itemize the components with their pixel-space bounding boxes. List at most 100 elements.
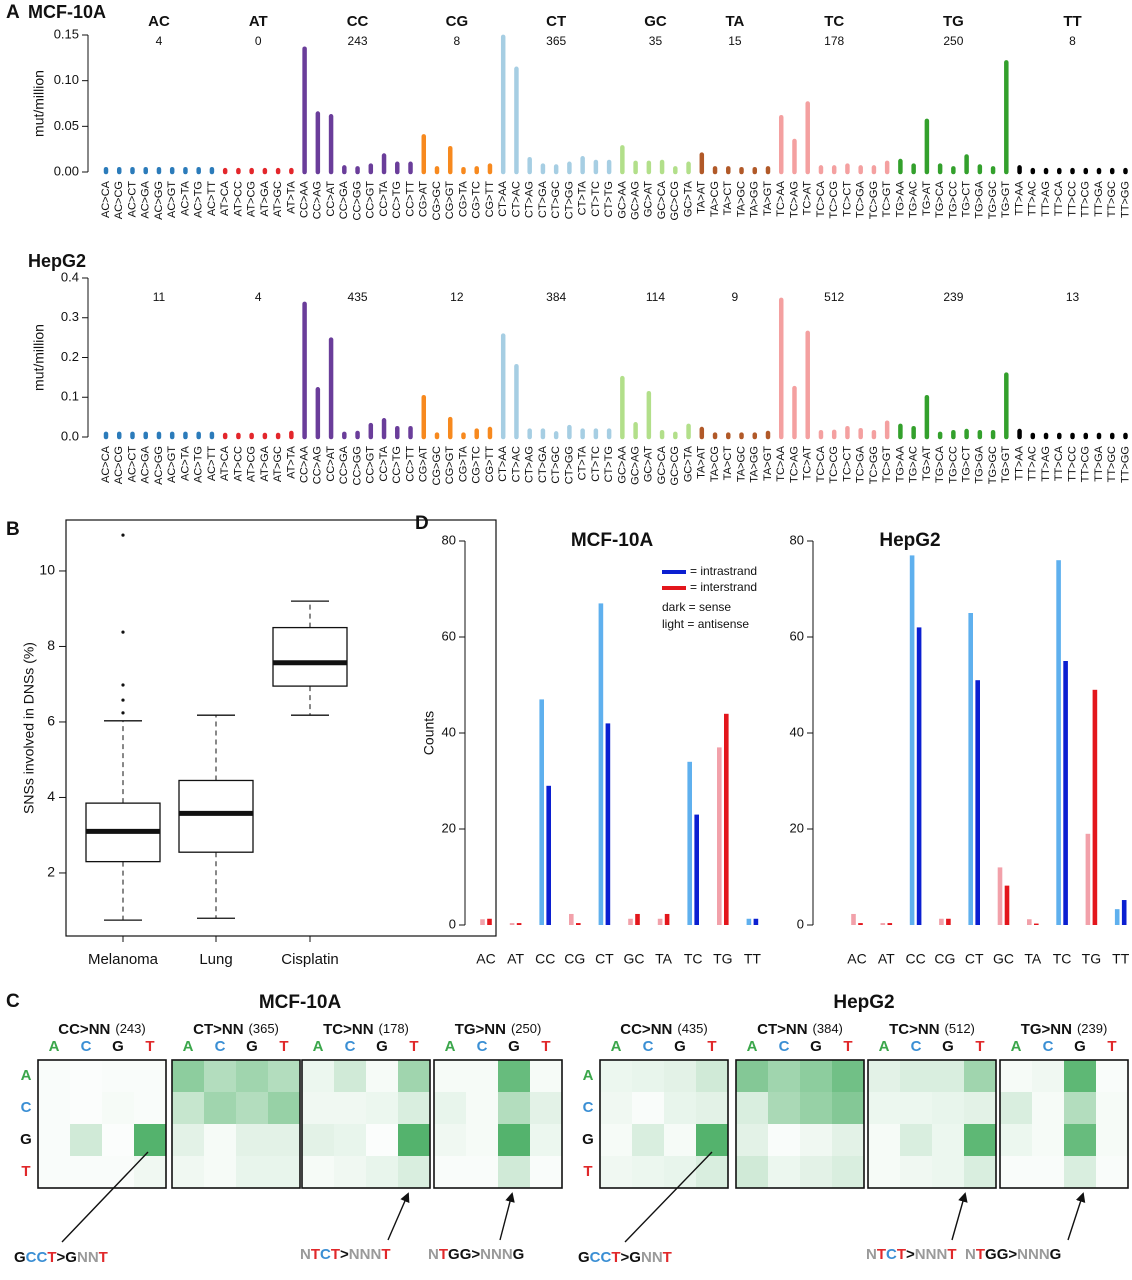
- letter: C: [779, 1038, 790, 1055]
- letter: C: [21, 1099, 32, 1116]
- letter: C: [601, 1249, 612, 1266]
- x-tick-label: AC>CG: [113, 446, 125, 484]
- heat-cell: [498, 1092, 530, 1124]
- x-tick-label: TC>GG: [868, 446, 880, 484]
- heat-cell: [530, 1092, 562, 1124]
- letter: >: [906, 1246, 915, 1263]
- legend-note: light = antisense: [662, 617, 749, 631]
- row-label: C: [21, 1099, 32, 1116]
- heat-cell: [1096, 1124, 1128, 1156]
- heat-cell: [632, 1156, 664, 1188]
- x-tick-label: CT>AA: [497, 180, 509, 216]
- heat-cell: [204, 1124, 236, 1156]
- x-tick-label: CT>TC: [590, 181, 602, 217]
- group-count: 250: [943, 34, 963, 48]
- x-tick-label: CT>GA: [537, 445, 549, 483]
- x-tick-label: GC>CG: [669, 181, 681, 220]
- y-tick-label: 2: [47, 864, 55, 880]
- heat-cell: [236, 1060, 268, 1092]
- heat-cell: [832, 1092, 864, 1124]
- heat-cell: [964, 1092, 996, 1124]
- heat-cell: [600, 1156, 632, 1188]
- x-tick-label: TG: [1082, 951, 1101, 967]
- x-tick-label: AT>CG: [246, 446, 258, 482]
- bar: [1027, 919, 1032, 925]
- panel-title: CT>NN (365): [193, 1021, 279, 1038]
- heat-cell: [236, 1156, 268, 1188]
- heat-cell: [268, 1092, 300, 1124]
- y-tick-label: 8: [47, 637, 55, 653]
- letter: T: [947, 1246, 956, 1263]
- heat-cell: [1096, 1156, 1128, 1188]
- outlier: [121, 683, 125, 687]
- panel-letter: B: [6, 519, 20, 540]
- x-tick-label: CG>AT: [418, 181, 430, 217]
- letter: A: [445, 1038, 456, 1055]
- heat-cell: [832, 1156, 864, 1188]
- heat-cell: [334, 1156, 366, 1188]
- letter: N: [88, 1249, 99, 1266]
- x-tick-label: TC>GT: [881, 446, 893, 483]
- heat-cell: [268, 1156, 300, 1188]
- bar: [753, 918, 759, 925]
- x-tick-label: CG>TC: [471, 181, 483, 219]
- group-count: 8: [1069, 34, 1076, 48]
- heat-cell: [70, 1092, 102, 1124]
- letter: N: [866, 1246, 877, 1263]
- annotation-pointer: [387, 1192, 410, 1241]
- x-tick-label: AC>CT: [126, 181, 138, 218]
- y-tick-label: 0.15: [54, 26, 79, 41]
- x-tick-label: CT>TA: [577, 445, 589, 480]
- x-tick-label: TA: [1024, 951, 1042, 967]
- x-tick-label: TT: [1112, 951, 1130, 967]
- x-tick-label: TT: [744, 951, 762, 967]
- x-tick-label: TG>AT: [921, 181, 933, 216]
- column-label: C: [779, 1038, 790, 1055]
- letter: G: [985, 1246, 997, 1263]
- x-tick-label: TC>GA: [855, 445, 867, 483]
- row-label: A: [21, 1067, 32, 1084]
- x-tick-label: CC>GA: [338, 445, 350, 484]
- y-axis-label: mut/million: [31, 70, 47, 137]
- column-label: C: [477, 1038, 488, 1055]
- x-tick-label: CC>AG: [312, 446, 324, 484]
- letter: G: [1074, 1038, 1086, 1055]
- letter: G: [629, 1249, 641, 1266]
- heat-cell: [632, 1060, 664, 1092]
- column-label: A: [445, 1038, 456, 1055]
- x-tick-label: TG>CT: [961, 181, 973, 218]
- x-tick-label: GC: [624, 951, 645, 967]
- column-label: G: [376, 1038, 388, 1055]
- x-tick-label: TG>AA: [894, 180, 906, 217]
- letter: T: [409, 1038, 418, 1055]
- heat-cell: [38, 1060, 70, 1092]
- chart-title: HepG2: [28, 251, 86, 271]
- x-tick-label: TA>CT: [722, 181, 734, 216]
- panel-count: (435): [677, 1021, 707, 1036]
- column-label: C: [215, 1038, 226, 1055]
- x-tick-label: TC>AT: [802, 446, 814, 481]
- x-tick-label: TA>CT: [722, 446, 734, 481]
- bar: [1114, 909, 1120, 925]
- x-tick-label: TT>AC: [1027, 181, 1039, 216]
- x-tick-label: AT>CC: [232, 446, 244, 482]
- panel-count: (250): [511, 1021, 541, 1036]
- row-label: G: [20, 1131, 32, 1148]
- x-tick-label: AT>GC: [272, 181, 284, 217]
- letter: >: [1008, 1246, 1017, 1263]
- heat-cell: [268, 1060, 300, 1092]
- x-tick-label: AC>GT: [166, 446, 178, 483]
- group-count: 0: [255, 34, 262, 48]
- outlier: [121, 698, 125, 702]
- letter: G: [508, 1038, 520, 1055]
- x-tick-label: TC: [1053, 951, 1072, 967]
- group-count: 365: [546, 34, 566, 48]
- x-tick-label: CC>GA: [338, 180, 350, 219]
- column-label: A: [747, 1038, 758, 1055]
- x-tick-label: TC>AA: [775, 180, 787, 216]
- box: [178, 779, 254, 853]
- x-tick-label: GC>AG: [630, 446, 642, 485]
- letter: N: [77, 1249, 88, 1266]
- x-tick-label: GC>AG: [630, 181, 642, 220]
